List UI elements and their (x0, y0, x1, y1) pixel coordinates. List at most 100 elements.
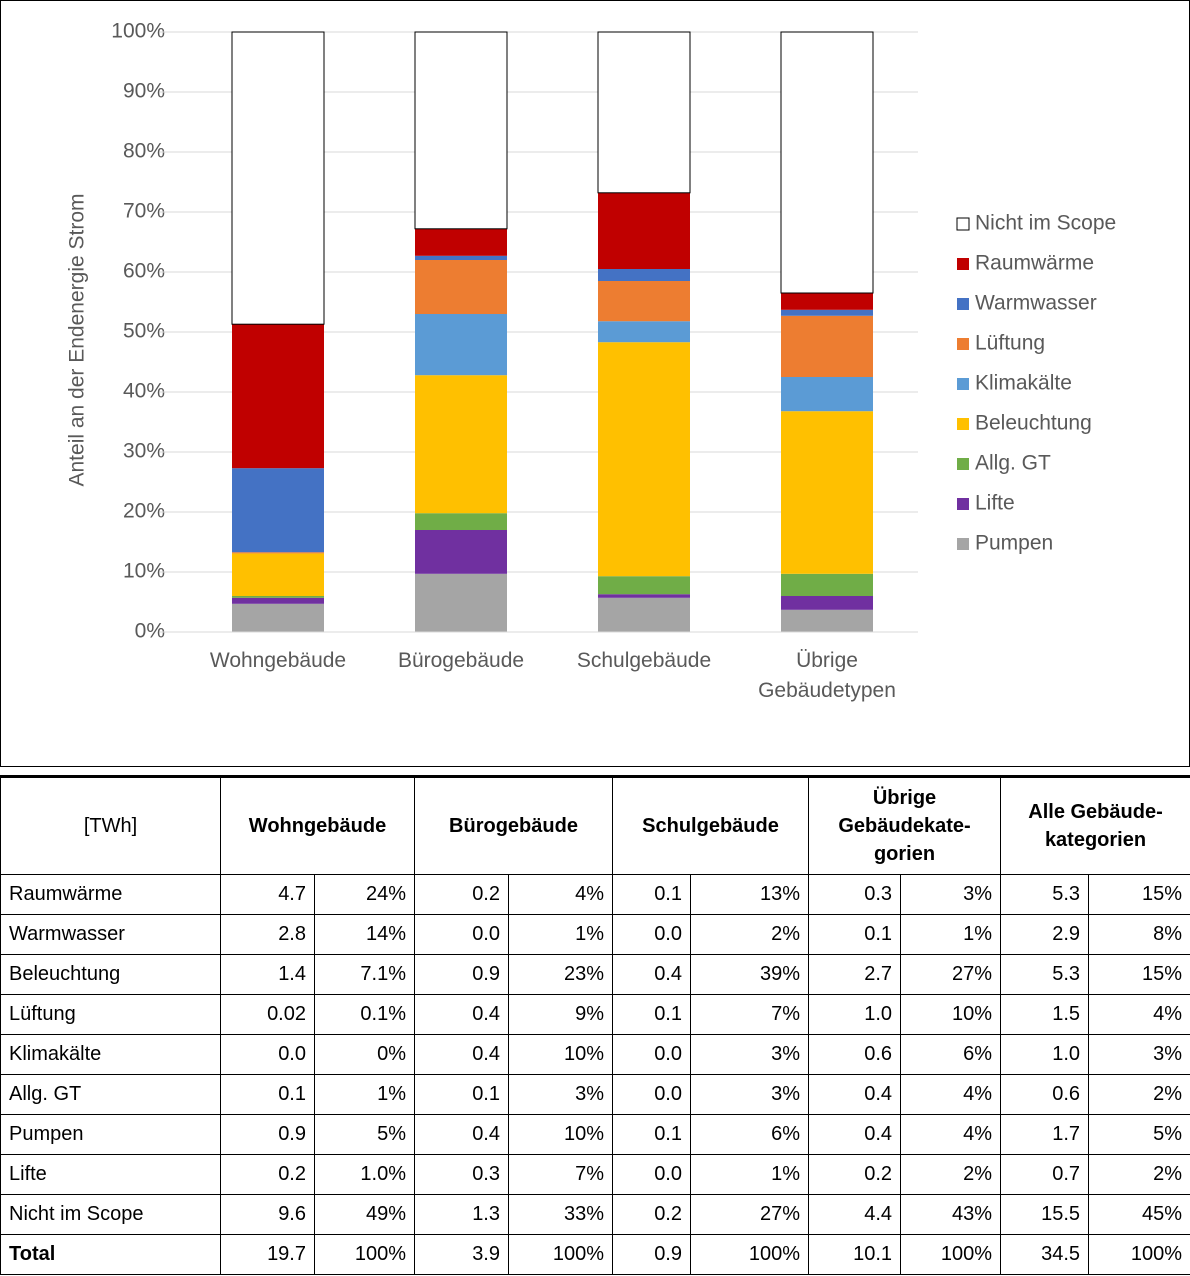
bar-segment (598, 281, 690, 322)
table-cell: 14% (314, 914, 415, 955)
bar-segment (781, 309, 873, 316)
table-cell: 1% (314, 1074, 415, 1115)
table-cell: 0.0 (414, 914, 509, 955)
table-cell: 1.0 (1000, 1034, 1090, 1075)
bar-segment (232, 468, 324, 553)
table-cell: 5.3 (1000, 954, 1090, 995)
x-label-box: Bürogebäude (398, 649, 524, 672)
table-cell: 0.4 (414, 994, 509, 1035)
table-cell: 33% (508, 1194, 613, 1235)
table-cell: 4% (508, 874, 613, 915)
table-cell: 0.9 (414, 954, 509, 995)
legend-label: Beleuchtung (975, 412, 1092, 435)
bar-segment (781, 293, 873, 310)
x-tick-label: Wohngebäude (209, 649, 347, 672)
table-cell: 4.7 (220, 874, 315, 915)
table-row: Lifte 0.2 1.0% 0.3 7% 0.0 1% 0.2 2% 0.7 2% (0, 1154, 1190, 1195)
bar-segment (598, 342, 690, 577)
table-cell: Pumpen (0, 1114, 221, 1155)
y-tick-label: 70% (123, 200, 165, 223)
table-cell: 2% (1088, 1074, 1190, 1115)
x-label-box: Übrige Gebäudetypen (758, 649, 896, 702)
table-cell: 2.7 (808, 954, 902, 995)
table-row: Klimakälte 0.0 0% 0.4 10% 0.0 3% 0.6 6% 1.0 3% (0, 1034, 1190, 1075)
bar-segment (781, 411, 873, 574)
bar-segment (232, 596, 324, 598)
table-cell: 10.1 (808, 1234, 902, 1275)
table-cell: 1% (508, 914, 613, 955)
y-tick-label: 10% (123, 560, 165, 583)
bar-segment (415, 255, 507, 260)
bar-segment (597, 31, 691, 194)
legend-swatch (957, 258, 969, 270)
bar-segment (415, 260, 507, 314)
legend-swatch (957, 378, 969, 390)
header-cell: Alle Gebäude-kategorien (1000, 776, 1190, 875)
y-tick-label: 80% (123, 140, 165, 163)
table-cell: Lüftung (0, 994, 221, 1035)
table-cell: 0.0 (612, 1154, 691, 1195)
table-cell: 15% (1088, 874, 1190, 915)
x-tick-label: Übrige Gebäudetypen (758, 649, 896, 702)
table-cell: 0.1 (414, 1074, 509, 1115)
bar-segment (780, 31, 874, 294)
y-axis-label: Anteil an der Endenergie Strom (66, 193, 89, 486)
table-cell: 3% (689, 1074, 810, 1115)
bar-segment (415, 573, 507, 632)
x-tick-label: Schulgebäude (576, 649, 712, 672)
table-cell: 0.1 (612, 994, 691, 1035)
header-cell: Schulgebäude (611, 776, 810, 875)
table-cell: 0.4 (414, 1114, 509, 1155)
table-cell: 24% (314, 874, 415, 915)
table-cell: 5% (1088, 1114, 1190, 1155)
bar-segment (415, 228, 507, 256)
table-cell: Lifte (0, 1154, 221, 1195)
table-cell: 2% (689, 914, 810, 955)
table-cell: 1.0 (808, 994, 902, 1035)
legend-label: Raumwärme (975, 252, 1094, 275)
header-cell: Wohngebäude (220, 776, 415, 875)
table-cell: 100% (314, 1234, 415, 1275)
header-cell: Übrige Gebäudekate-gorien (808, 776, 1002, 875)
table-cell: 0.4 (808, 1074, 902, 1115)
table-cell: 6% (689, 1114, 810, 1155)
table-cell: 0.4 (808, 1114, 902, 1155)
legend-swatch (957, 298, 969, 310)
legend-swatch (957, 418, 969, 430)
x-label-box: Schulgebäude (576, 649, 712, 672)
header-row: [TWh] Wohngebäude Bürogebäude Schulgebäude Ü… (0, 776, 1190, 875)
y-tick-label: 90% (123, 80, 165, 103)
table-row: Beleuchtung 1.4 7.1% 0.9 23% 0.4 39% 2.7 27% 5.3 1… (0, 954, 1190, 995)
table-cell: 7% (689, 994, 810, 1035)
table-cell: 100% (1088, 1234, 1190, 1275)
table-cell: 3% (900, 874, 1002, 915)
legend-label: Lifte (975, 492, 1015, 515)
chart: Anteil an der Endenergie Strom 0% 10% 20% 3… (0, 0, 1190, 767)
table-cell: 0.6 (1000, 1074, 1090, 1115)
bar-segment (598, 597, 690, 632)
table-cell: 2.9 (1000, 914, 1090, 955)
table-row: Allg. GT 0.1 1% 0.1 3% 0.0 3% 0.4 4% 0.6 2% (0, 1074, 1190, 1115)
table-cell: 13% (689, 874, 810, 915)
y-tick-label: 20% (123, 500, 165, 523)
table-cell: 3.9 (414, 1234, 509, 1275)
table-cell: 43% (900, 1194, 1002, 1235)
table-cell: 100% (689, 1234, 810, 1275)
bar-segment (232, 324, 324, 469)
legend-swatch (957, 458, 969, 470)
bar-segment (414, 31, 508, 230)
table-cell: 0.0 (612, 914, 691, 955)
table-cell: Raumwärme (0, 874, 221, 915)
bar-segment (598, 576, 690, 595)
header-cell: Bürogebäude (414, 776, 613, 875)
table-cell: 10% (508, 1034, 613, 1075)
table-cell: 0.3 (808, 874, 902, 915)
table-cell: Nicht im Scope (0, 1194, 221, 1235)
table-cell: 2% (1088, 1154, 1190, 1195)
table-cell: 2% (900, 1154, 1002, 1195)
bar-segment (598, 269, 690, 281)
table-cell: Klimakälte (0, 1034, 221, 1075)
bar-segment (598, 321, 690, 343)
table-cell: 27% (689, 1194, 810, 1235)
table-cell: 0.9 (612, 1234, 691, 1275)
